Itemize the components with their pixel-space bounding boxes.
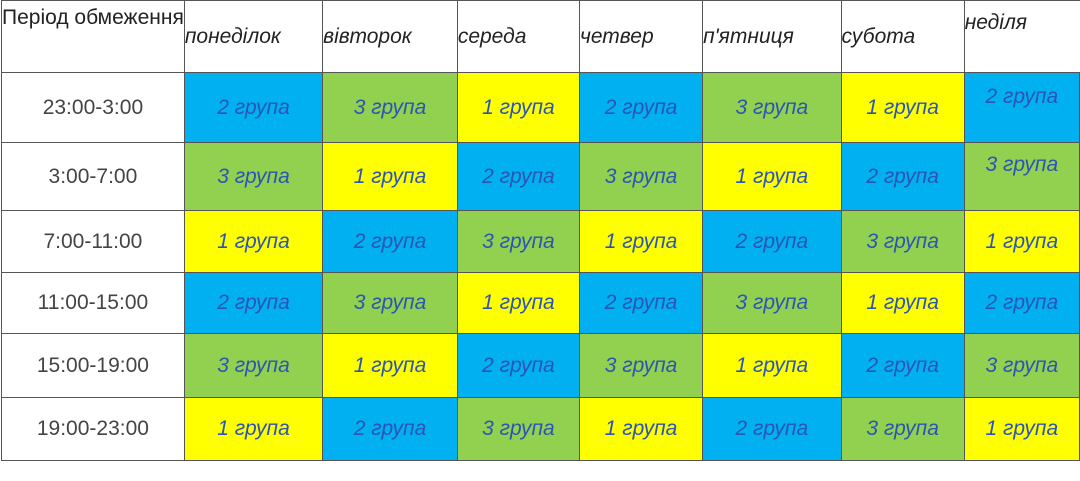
group-cell: 3 група xyxy=(456,397,580,461)
group-cell: 1 група xyxy=(456,272,580,334)
period-column-header: Період обмеження xyxy=(1,0,185,73)
period-cell: 7:00-11:00 xyxy=(1,210,185,273)
group-cell: 2 група xyxy=(183,272,324,334)
group-cell: 3 група xyxy=(840,210,965,273)
group-cell: 1 група xyxy=(702,142,842,211)
day-header-saturday: субота xyxy=(840,0,965,73)
group-cell: 3 група xyxy=(702,72,842,143)
group-cell: 2 група xyxy=(578,272,704,334)
group-cell: 2 група xyxy=(963,272,1080,334)
day-header-wednesday: середа xyxy=(456,0,580,73)
group-cell: 2 група xyxy=(840,142,965,211)
group-cell: 1 група xyxy=(183,397,324,461)
group-cell: 3 група xyxy=(322,272,458,334)
group-cell: 1 група xyxy=(840,72,965,143)
group-cell: 3 група xyxy=(456,210,580,273)
group-cell: 2 група xyxy=(322,397,458,461)
group-cell: 3 група xyxy=(183,142,324,211)
group-cell: 2 група xyxy=(578,72,704,143)
day-header-thursday: четвер xyxy=(578,0,704,73)
group-cell: 3 група xyxy=(578,333,704,398)
table-row: 7:00-11:00 1 група 2 група 3 група 1 гру… xyxy=(1,210,1080,273)
group-cell: 2 група xyxy=(322,210,458,273)
table-row: 23:00-3:00 2 група 3 група 1 група 2 гру… xyxy=(1,72,1080,143)
group-cell: 2 група xyxy=(456,142,580,211)
group-cell: 1 група xyxy=(578,210,704,273)
group-cell: 1 група xyxy=(183,210,324,273)
group-cell: 2 група xyxy=(702,210,842,273)
group-cell: 1 група xyxy=(963,397,1080,461)
day-header-monday: понеділок xyxy=(183,0,324,73)
table-row: 11:00-15:00 2 група 3 група 1 група 2 гр… xyxy=(1,272,1080,334)
group-cell: 1 група xyxy=(322,142,458,211)
group-cell: 1 група xyxy=(702,333,842,398)
table-row: 15:00-19:00 3 група 1 група 2 група 3 гр… xyxy=(1,333,1080,398)
table-row: 19:00-23:00 1 група 2 група 3 група 1 гр… xyxy=(1,397,1080,461)
period-cell: 23:00-3:00 xyxy=(1,72,185,143)
group-cell: 3 група xyxy=(702,272,842,334)
group-cell: 1 група xyxy=(456,72,580,143)
group-cell: 3 група xyxy=(183,333,324,398)
period-cell: 19:00-23:00 xyxy=(1,397,185,461)
table-row: 3:00-7:00 3 група 1 група 2 група 3 груп… xyxy=(1,142,1080,211)
period-cell: 3:00-7:00 xyxy=(1,142,185,211)
group-cell: 1 група xyxy=(963,210,1080,273)
group-cell: 1 група xyxy=(578,397,704,461)
group-cell: 1 група xyxy=(840,272,965,334)
day-header-sunday: неділя xyxy=(963,0,1080,73)
group-cell: 2 група xyxy=(840,333,965,398)
group-cell: 2 група xyxy=(702,397,842,461)
outage-schedule-table: Період обмеження понеділок вівторок сере… xyxy=(1,0,1080,461)
day-header-friday: п'ятниця xyxy=(702,0,842,73)
day-header-tuesday: вівторок xyxy=(322,0,458,73)
group-cell: 2 група xyxy=(183,72,324,143)
group-cell: 3 група xyxy=(963,333,1080,398)
period-cell: 15:00-19:00 xyxy=(1,333,185,398)
group-cell: 3 група xyxy=(963,142,1080,211)
group-cell: 3 група xyxy=(322,72,458,143)
group-cell: 2 група xyxy=(963,72,1080,143)
group-cell: 1 група xyxy=(322,333,458,398)
group-cell: 3 група xyxy=(840,397,965,461)
group-cell: 3 група xyxy=(578,142,704,211)
group-cell: 2 група xyxy=(456,333,580,398)
period-cell: 11:00-15:00 xyxy=(1,272,185,334)
header-row: Період обмеження понеділок вівторок сере… xyxy=(1,0,1080,73)
